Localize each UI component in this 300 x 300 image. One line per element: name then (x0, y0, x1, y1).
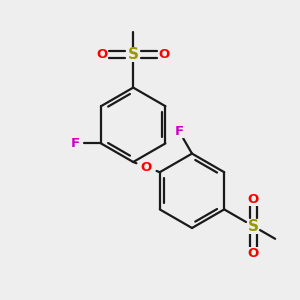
Text: O: O (96, 48, 108, 61)
Text: S: S (128, 47, 139, 62)
Text: O: O (248, 247, 259, 260)
Text: O: O (159, 48, 170, 61)
Text: O: O (141, 160, 152, 174)
Text: S: S (248, 219, 259, 234)
Text: O: O (248, 193, 259, 206)
Text: F: F (175, 125, 184, 138)
Text: F: F (71, 137, 80, 150)
